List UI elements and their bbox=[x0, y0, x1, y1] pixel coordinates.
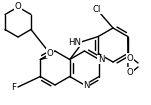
Text: O: O bbox=[15, 1, 21, 11]
Text: O: O bbox=[47, 49, 53, 58]
Text: N: N bbox=[98, 55, 104, 64]
Text: O: O bbox=[127, 54, 133, 62]
Text: O: O bbox=[127, 68, 133, 77]
Text: N: N bbox=[83, 81, 90, 89]
Text: Cl: Cl bbox=[93, 5, 101, 14]
Text: F: F bbox=[11, 83, 16, 91]
Text: HN: HN bbox=[69, 37, 82, 47]
